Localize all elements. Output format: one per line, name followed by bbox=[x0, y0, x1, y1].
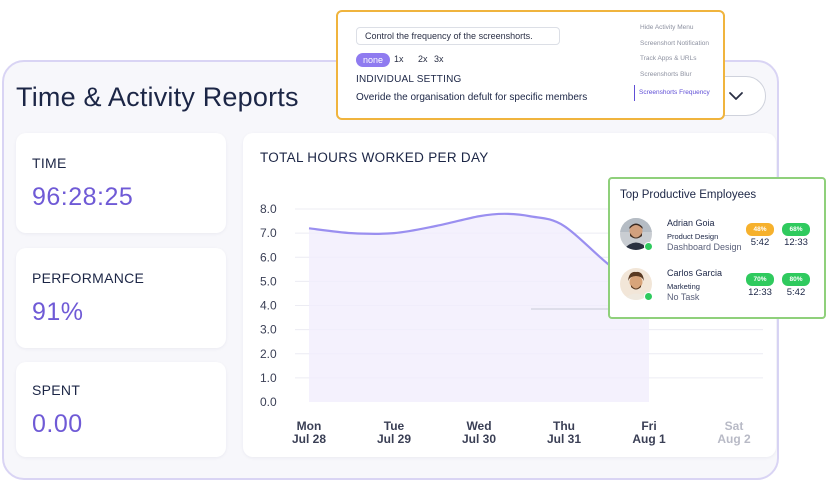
x-tick-date: Jul 31 bbox=[547, 432, 581, 446]
stat-card-performance: PERFORMANCE 91% bbox=[16, 248, 226, 348]
y-tick-label: 3.0 bbox=[260, 323, 277, 337]
time-value: 12:33 bbox=[784, 237, 808, 248]
individual-setting-description: Overide the organisation defult for spec… bbox=[356, 92, 588, 103]
stat-value: 91% bbox=[32, 298, 84, 326]
x-tick-day: Sat bbox=[725, 419, 744, 433]
individual-setting-heading: INDIVIDUAL SETTING bbox=[356, 74, 462, 85]
employee-name: Adrian Goia bbox=[667, 218, 715, 228]
employee-name: Carlos Garcia bbox=[667, 268, 723, 278]
employee-row[interactable]: Adrian Goia Product Design Dashboard Des… bbox=[610, 218, 824, 264]
y-tick-label: 6.0 bbox=[260, 250, 277, 264]
y-tick-label: 7.0 bbox=[260, 226, 277, 240]
employee-department: Product Design bbox=[667, 232, 719, 241]
productivity-badge: 68% bbox=[782, 223, 810, 236]
frequency-description-input[interactable]: Control the frequency of the screenshort… bbox=[356, 27, 560, 45]
stat-card-time: TIME 96:28:25 bbox=[16, 133, 226, 233]
stat-value: 0.00 bbox=[32, 410, 83, 438]
x-tick-day: Fri bbox=[641, 419, 656, 433]
freq-option-none[interactable]: none bbox=[356, 53, 391, 67]
x-tick-day: Tue bbox=[384, 419, 405, 433]
employee-department: Marketing bbox=[667, 282, 700, 291]
freq-option-2x[interactable]: 2x bbox=[418, 54, 428, 64]
online-status-indicator bbox=[644, 292, 653, 301]
x-tick-day: Thu bbox=[553, 419, 575, 433]
x-tick-date: Jul 30 bbox=[462, 432, 496, 446]
y-tick-label: 2.0 bbox=[260, 347, 277, 361]
freq-option-1x[interactable]: 1x bbox=[394, 54, 404, 64]
stat-label: TIME bbox=[32, 155, 67, 171]
stat-label: SPENT bbox=[32, 382, 81, 398]
avatar bbox=[620, 268, 652, 300]
productivity-badge: 48% bbox=[746, 223, 774, 236]
menu-item-track-apps[interactable]: Track Apps & URLs bbox=[640, 55, 697, 62]
x-tick-date: Jul 29 bbox=[377, 432, 411, 446]
freq-option-3x[interactable]: 3x bbox=[434, 54, 444, 64]
y-tick-label: 0.0 bbox=[260, 395, 277, 409]
menu-item-screenshot-blur[interactable]: Screenshorts Blur bbox=[640, 71, 692, 78]
top-employees-popup: Top Productive Employees Adrian Goia Pro… bbox=[608, 177, 826, 319]
time-value: 5:42 bbox=[750, 237, 770, 248]
productivity-badge: 70% bbox=[746, 273, 774, 286]
avatar bbox=[620, 218, 652, 250]
y-tick-label: 4.0 bbox=[260, 299, 277, 313]
x-tick-date: Aug 1 bbox=[632, 432, 666, 446]
productivity-badge: 80% bbox=[782, 273, 810, 286]
stat-card-spent: SPENT 0.00 bbox=[16, 362, 226, 457]
chevron-down-icon bbox=[729, 92, 743, 100]
x-tick-day: Mon bbox=[297, 419, 322, 433]
employee-row[interactable]: Carlos Garcia Marketing No Task 70% 80% … bbox=[610, 268, 824, 314]
time-value: 12:33 bbox=[748, 287, 772, 298]
area-fill bbox=[309, 213, 649, 402]
y-tick-label: 1.0 bbox=[260, 371, 277, 385]
employee-task: Dashboard Design bbox=[667, 242, 742, 252]
y-tick-label: 5.0 bbox=[260, 274, 277, 288]
top-employees-title: Top Productive Employees bbox=[620, 189, 757, 201]
page-title: Time & Activity Reports bbox=[16, 82, 299, 112]
y-tick-label: 8.0 bbox=[260, 202, 277, 216]
menu-item-screenshot-notification[interactable]: Screenshort Notification bbox=[640, 40, 710, 47]
x-tick-date: Aug 2 bbox=[717, 432, 751, 446]
menu-item-screenshot-frequency[interactable]: Screenshorts Frequency bbox=[634, 85, 710, 101]
x-tick-day: Wed bbox=[466, 419, 491, 433]
series-line bbox=[308, 212, 650, 283]
employee-task: No Task bbox=[667, 292, 700, 302]
stat-value: 96:28:25 bbox=[32, 183, 134, 211]
time-value: 5:42 bbox=[786, 287, 806, 298]
x-tick-date: Jul 28 bbox=[292, 432, 326, 446]
menu-item-hide-activity[interactable]: Hide Activity Menu bbox=[640, 24, 694, 31]
stat-label: PERFORMANCE bbox=[32, 270, 145, 286]
chart-title: TOTAL HOURS WORKED PER DAY bbox=[260, 150, 489, 165]
online-status-indicator bbox=[644, 242, 653, 251]
screenshot-settings-popup: Control the frequency of the screenshort… bbox=[336, 10, 725, 120]
